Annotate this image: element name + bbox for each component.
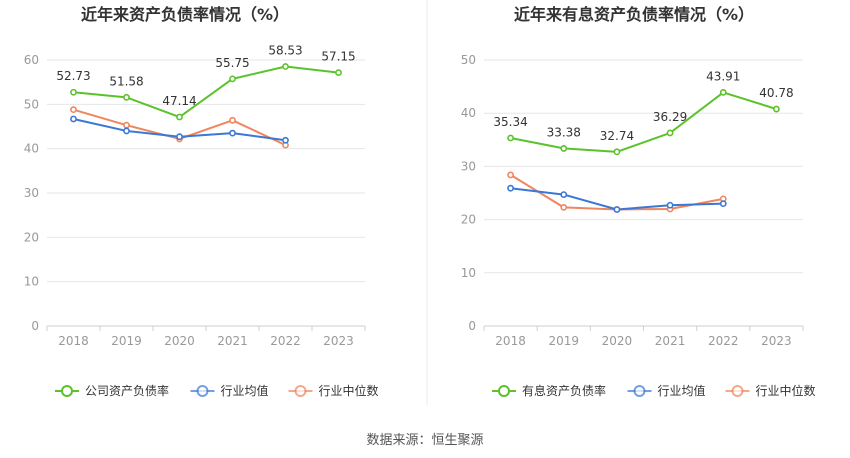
x-tick-label: 2022 — [270, 334, 301, 348]
data-point — [613, 148, 621, 156]
chart-title: 近年来有息资产负债率情况（%） — [514, 5, 754, 24]
legend-marker-icon — [498, 385, 510, 397]
legend-item: 行业均值 — [627, 383, 706, 398]
data-label: 55.75 — [215, 56, 249, 70]
data-label: 35.34 — [493, 115, 527, 129]
data-label: 47.14 — [162, 94, 196, 108]
data-point — [666, 201, 674, 209]
data-point — [123, 93, 130, 101]
data-source-note: 数据来源：恒生聚源 — [366, 433, 484, 448]
y-tick-label: 0 — [468, 319, 476, 333]
legend-item: 行业中位数 — [725, 383, 816, 398]
data-label: 58.53 — [268, 44, 302, 58]
y-tick-label: 50 — [461, 53, 476, 67]
legend-item: 有息资产负债率 — [492, 383, 606, 398]
legend-label: 行业中位数 — [756, 383, 816, 398]
data-point — [613, 206, 621, 213]
legend-label: 公司资产负债率 — [85, 383, 169, 398]
data-label: 57.15 — [321, 50, 355, 64]
data-point — [335, 69, 342, 77]
data-point — [719, 88, 727, 96]
legend-item: 行业中位数 — [288, 383, 379, 398]
data-point — [123, 121, 130, 129]
x-tick-label: 2019 — [548, 334, 579, 348]
x-tick-label: 2021 — [655, 334, 686, 348]
data-point — [70, 115, 77, 123]
legend-label: 行业均值 — [658, 383, 706, 398]
x-tick-label: 2018 — [58, 334, 89, 348]
data-point — [282, 136, 289, 144]
y-tick-label: 30 — [24, 186, 39, 200]
x-tick-label: 2020 — [602, 334, 633, 348]
legend-label: 行业中位数 — [319, 383, 379, 398]
x-tick-label: 2019 — [111, 334, 142, 348]
x-tick-label: 2022 — [708, 334, 739, 348]
data-point — [507, 171, 514, 179]
data-point — [229, 129, 236, 137]
series-line-company — [510, 91, 777, 153]
y-tick-label: 60 — [24, 53, 39, 67]
legend-item: 公司资产负债率 — [55, 383, 169, 398]
legend-label: 行业均值 — [221, 383, 269, 398]
legend-label: 有息资产负债率 — [522, 383, 606, 398]
data-label: 33.38 — [547, 125, 581, 139]
data-point — [229, 75, 236, 83]
legend-marker-icon — [294, 385, 307, 397]
y-tick-label: 50 — [24, 97, 39, 111]
data-point — [773, 105, 780, 113]
data-point — [719, 200, 727, 208]
data-point — [282, 63, 289, 70]
series-line-company — [73, 65, 339, 119]
y-tick-label: 20 — [461, 213, 476, 227]
y-tick-label: 40 — [461, 106, 476, 120]
y-tick-label: 10 — [461, 266, 476, 280]
data-label: 52.73 — [56, 69, 90, 83]
legend-marker-icon — [61, 385, 73, 397]
data-label: 51.58 — [109, 74, 143, 88]
data-point — [560, 191, 568, 198]
y-tick-label: 30 — [461, 159, 476, 173]
y-tick-label: 0 — [31, 319, 39, 333]
data-point — [176, 133, 183, 141]
x-tick-label: 2021 — [217, 334, 248, 348]
y-tick-label: 20 — [24, 230, 39, 244]
legend-marker-icon — [196, 385, 209, 397]
data-point — [123, 127, 130, 135]
legend-marker-icon — [633, 385, 646, 397]
data-point — [229, 116, 236, 124]
y-tick-label: 10 — [24, 275, 39, 289]
data-label: 43.91 — [706, 69, 740, 83]
legend-marker-icon — [731, 385, 744, 397]
x-tick-label: 2020 — [164, 334, 195, 348]
x-tick-label: 2023 — [323, 334, 354, 348]
y-tick-label: 40 — [24, 142, 39, 156]
data-label: 32.74 — [600, 129, 634, 143]
data-point — [666, 129, 674, 137]
x-tick-label: 2018 — [495, 334, 526, 348]
data-label: 36.29 — [653, 110, 687, 124]
data-point — [176, 113, 183, 121]
data-point — [560, 145, 568, 152]
chart-panel-interest-debt-ratio: 近年来有息资产负债率情况（%） 0 10 20 30 40 50 2018 2019 2020 20… — [461, 5, 816, 398]
data-point — [70, 88, 77, 96]
data-point — [507, 134, 514, 142]
data-point — [70, 106, 77, 114]
data-point — [560, 203, 568, 211]
data-point — [507, 184, 514, 192]
chart-panel-debt-ratio: 近年来资产负债率情况（%） 0 10 20 30 40 50 60 2018 2019 2020 20… — [24, 5, 379, 398]
data-label: 40.78 — [759, 86, 793, 100]
chart-title: 近年来资产负债率情况（%） — [81, 5, 289, 24]
legend-item: 行业均值 — [190, 383, 269, 398]
x-tick-label: 2023 — [761, 334, 792, 348]
